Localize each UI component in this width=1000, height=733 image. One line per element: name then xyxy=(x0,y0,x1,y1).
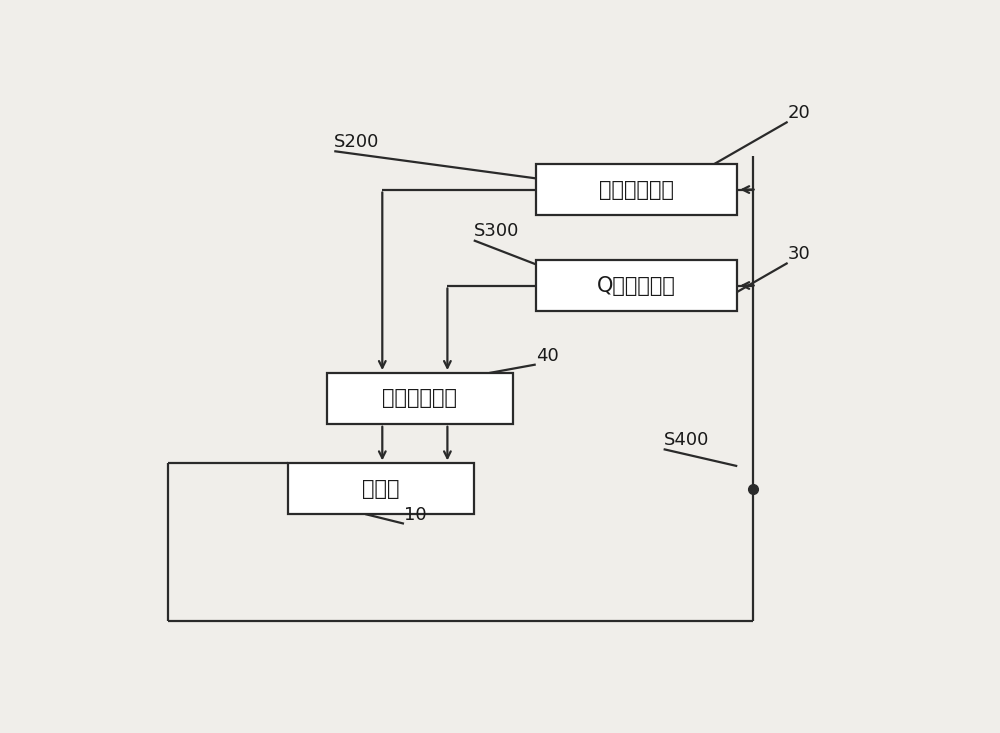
Text: 频率调谐电路: 频率调谐电路 xyxy=(599,180,674,199)
Text: Q值调谐电路: Q值调谐电路 xyxy=(597,276,676,295)
Text: 40: 40 xyxy=(536,347,558,364)
Bar xyxy=(536,260,737,311)
Text: S200: S200 xyxy=(334,133,380,151)
Text: 采样保持电路: 采样保持电路 xyxy=(382,388,457,408)
Text: 滤波器: 滤波器 xyxy=(362,479,400,498)
Bar xyxy=(326,373,512,424)
Text: 10: 10 xyxy=(404,506,427,523)
Bar xyxy=(288,463,474,514)
Text: S300: S300 xyxy=(474,222,519,240)
Text: S400: S400 xyxy=(664,431,709,449)
Text: 30: 30 xyxy=(788,245,810,263)
Text: 20: 20 xyxy=(788,104,810,122)
Bar xyxy=(536,164,737,215)
